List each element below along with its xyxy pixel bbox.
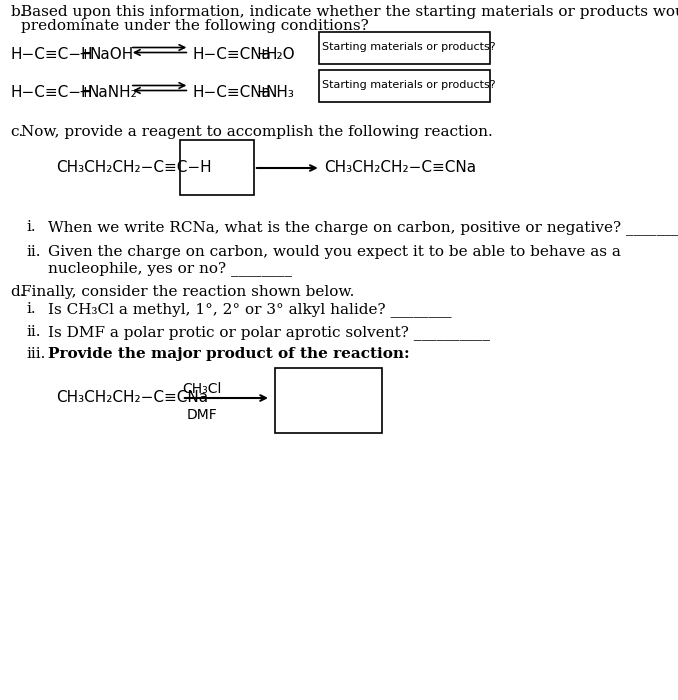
Bar	[180, 140, 254, 195]
Text: ii.: ii.	[26, 245, 41, 259]
Text: +: +	[78, 85, 91, 100]
Text: i.: i.	[26, 220, 36, 234]
Text: d.: d.	[10, 285, 25, 299]
Bar	[319, 32, 490, 64]
Text: DMF: DMF	[186, 408, 217, 422]
Text: nucleophile, yes or no? ________: nucleophile, yes or no? ________	[48, 261, 292, 276]
Text: iii.: iii.	[26, 347, 45, 361]
Text: i.: i.	[26, 302, 36, 316]
Text: ii.: ii.	[26, 325, 41, 339]
Text: Starting materials or products?: Starting materials or products?	[322, 80, 496, 90]
Text: H−C≡C−H: H−C≡C−H	[10, 85, 93, 100]
Text: predominate under the following conditions?: predominate under the following conditio…	[21, 19, 369, 33]
Text: CH₃CH₂CH₂−C≡CNa: CH₃CH₂CH₂−C≡CNa	[56, 390, 207, 405]
Text: H₂O: H₂O	[266, 47, 296, 62]
Text: Given the charge on carbon, would you expect it to be able to behave as a: Given the charge on carbon, would you ex…	[48, 245, 621, 259]
Text: H−C≡CNa: H−C≡CNa	[193, 47, 272, 62]
Bar	[319, 70, 490, 102]
Text: b.: b.	[10, 5, 25, 19]
Text: Is DMF a polar protic or polar aprotic solvent? __________: Is DMF a polar protic or polar aprotic s…	[48, 325, 490, 340]
Text: Starting materials or products?: Starting materials or products?	[322, 42, 496, 52]
Text: +: +	[256, 47, 269, 62]
Text: +: +	[256, 85, 269, 100]
Text: NH₃: NH₃	[266, 85, 295, 100]
Text: c.: c.	[10, 125, 24, 139]
Text: Is CH₃Cl a methyl, 1°, 2° or 3° alkyl halide? ________: Is CH₃Cl a methyl, 1°, 2° or 3° alkyl ha…	[48, 302, 452, 317]
Text: +: +	[78, 47, 91, 62]
Text: NaNH₂: NaNH₂	[87, 85, 138, 100]
Text: When we write RCNa, what is the charge on carbon, positive or negative? ________: When we write RCNa, what is the charge o…	[48, 220, 678, 235]
Text: Based upon this information, indicate whether the starting materials or products: Based upon this information, indicate wh…	[21, 5, 678, 19]
Text: Now, provide a reagent to accomplish the following reaction.: Now, provide a reagent to accomplish the…	[21, 125, 492, 139]
Text: CH₃Cl: CH₃Cl	[182, 382, 222, 396]
Text: H−C≡CNa: H−C≡CNa	[193, 85, 272, 100]
Text: H−C≡C−H: H−C≡C−H	[10, 47, 93, 62]
Text: NaOH: NaOH	[89, 47, 134, 62]
Text: Provide the major product of the reaction:: Provide the major product of the reactio…	[48, 347, 410, 361]
Text: CH₃CH₂CH₂−C≡C−H: CH₃CH₂CH₂−C≡C−H	[56, 160, 212, 175]
Bar	[275, 368, 382, 433]
Text: CH₃CH₂CH₂−C≡CNa: CH₃CH₂CH₂−C≡CNa	[324, 160, 477, 175]
Text: Finally, consider the reaction shown below.: Finally, consider the reaction shown bel…	[21, 285, 354, 299]
